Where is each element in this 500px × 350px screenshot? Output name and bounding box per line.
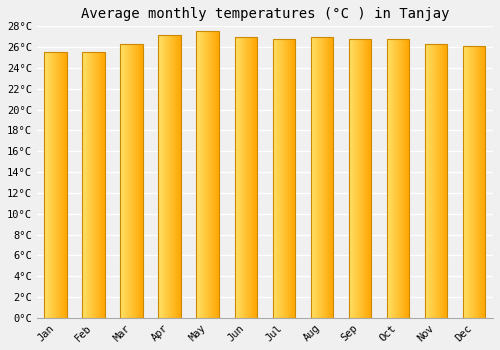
Bar <box>234 37 258 318</box>
Bar <box>158 35 182 318</box>
Title: Average monthly temperatures (°C ) in Tanjay: Average monthly temperatures (°C ) in Ta… <box>80 7 449 21</box>
Bar <box>386 39 409 318</box>
Bar <box>310 37 334 318</box>
Bar <box>462 46 485 318</box>
Bar <box>348 39 372 318</box>
Bar <box>272 39 295 318</box>
Bar <box>196 32 220 318</box>
Bar <box>120 44 144 318</box>
Bar <box>82 52 105 318</box>
Bar <box>44 52 67 318</box>
Bar <box>424 44 448 318</box>
